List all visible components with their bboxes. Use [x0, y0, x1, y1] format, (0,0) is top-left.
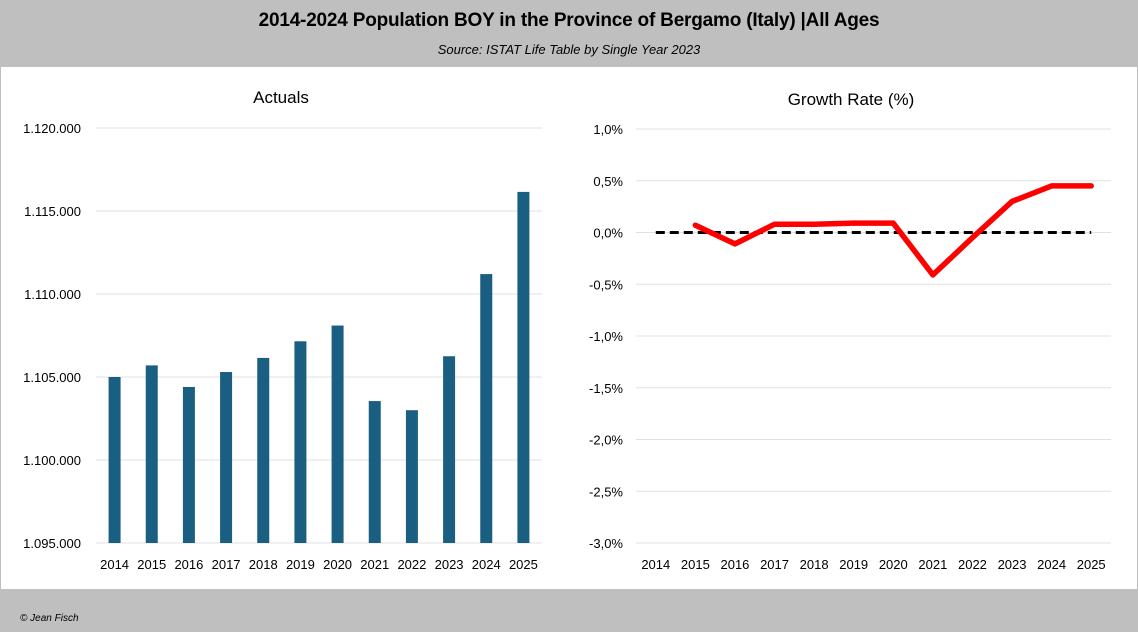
y-tick-label: -2,0% [589, 433, 623, 448]
y-tick-label: -2,5% [589, 484, 623, 499]
growth-rate-line [695, 186, 1091, 275]
x-tick-label: 2015 [681, 557, 710, 572]
x-tick-label: 2019 [839, 557, 868, 572]
y-tick-label: -3,0% [589, 536, 623, 551]
footer-band: © Jean Fisch [1, 589, 1137, 631]
x-tick-label: 2022 [958, 557, 987, 572]
x-tick-label: 2014 [641, 557, 670, 572]
y-tick-label: -0,5% [589, 277, 623, 292]
x-tick-label: 2023 [998, 557, 1027, 572]
x-tick-label: 2016 [720, 557, 749, 572]
x-tick-label: 2025 [1077, 557, 1106, 572]
x-tick-label: 2020 [879, 557, 908, 572]
y-tick-label: 0,0% [593, 226, 623, 241]
y-tick-label: 1,0% [593, 122, 623, 137]
y-tick-label: -1,0% [589, 329, 623, 344]
copyright-credit: © Jean Fisch [20, 613, 79, 624]
x-tick-label: 2021 [918, 557, 947, 572]
y-tick-label: -1,5% [589, 381, 623, 396]
x-tick-label: 2024 [1037, 557, 1066, 572]
x-tick-label: 2017 [760, 557, 789, 572]
y-tick-label: 0,5% [593, 174, 623, 189]
x-tick-label: 2018 [800, 557, 829, 572]
